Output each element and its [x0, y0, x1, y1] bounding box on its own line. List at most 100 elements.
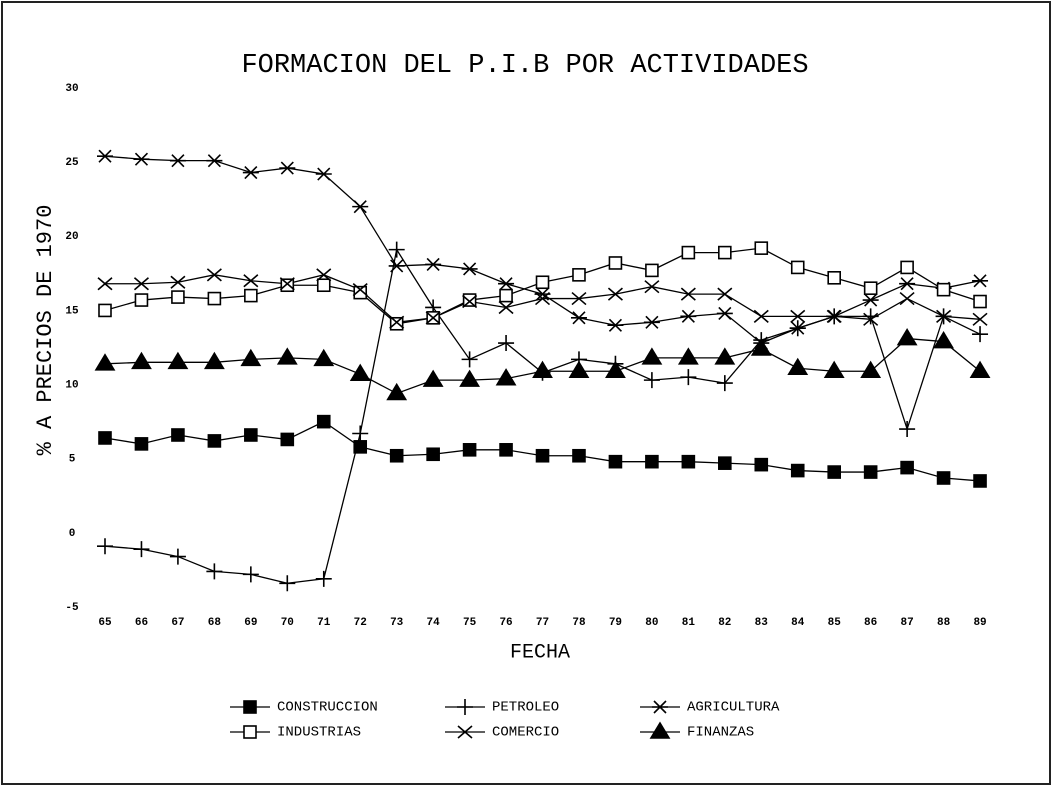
data-point: [572, 268, 586, 282]
data-point: [680, 369, 697, 386]
legend-label: INDUSTRIAS: [277, 725, 361, 741]
data-point: [279, 575, 296, 592]
x-tick-label: 82: [718, 617, 731, 629]
data-point: [933, 331, 954, 349]
x-tick-label: 74: [427, 617, 441, 629]
legend-marker: [243, 700, 257, 714]
data-point: [535, 448, 550, 463]
data-point: [754, 457, 769, 472]
data-point: [98, 431, 112, 445]
data-point: [389, 448, 404, 463]
data-point: [570, 311, 587, 325]
series-line: [104, 247, 981, 584]
legend-label: CONSTRUCCION: [277, 700, 378, 716]
data-point: [461, 262, 478, 276]
data-point: [645, 454, 659, 469]
data-point: [534, 291, 551, 306]
data-point: [462, 294, 478, 309]
data-point: [313, 348, 335, 367]
data-point: [863, 312, 879, 326]
data-point: [787, 357, 809, 376]
data-point: [643, 315, 660, 329]
x-tick-label: 68: [208, 617, 222, 629]
data-point: [425, 257, 442, 272]
data-point: [133, 277, 149, 291]
data-point: [280, 432, 295, 447]
data-point: [718, 456, 732, 470]
x-tick-label: 65: [98, 617, 112, 629]
data-point: [823, 360, 845, 379]
data-point: [716, 306, 733, 320]
data-point: [754, 241, 769, 255]
data-point: [134, 437, 149, 451]
legend-marker: [649, 721, 671, 739]
data-point: [681, 454, 696, 469]
y-tick-label: -5: [65, 602, 79, 614]
data-point: [826, 309, 842, 323]
data-point: [461, 351, 478, 368]
data-point: [641, 347, 663, 365]
y-tick-label: 10: [65, 379, 78, 391]
data-point: [643, 372, 660, 389]
data-point: [973, 294, 987, 309]
data-point: [680, 287, 696, 301]
data-point: [498, 277, 515, 291]
data-point: [353, 285, 368, 300]
data-point: [169, 154, 186, 168]
data-point: [131, 351, 152, 370]
data-point: [94, 353, 116, 371]
y-tick-label: 25: [65, 157, 79, 169]
data-point: [133, 541, 150, 558]
x-tick-label: 72: [354, 617, 367, 629]
data-point: [499, 288, 513, 303]
legend-label: AGRICULTURA: [687, 700, 780, 716]
data-point: [242, 165, 259, 180]
y-tick-label: 5: [69, 454, 76, 466]
data-point: [677, 347, 699, 365]
legend-label: PETROLEO: [492, 700, 559, 716]
data-point: [716, 375, 733, 392]
data-point: [936, 471, 951, 485]
data-point: [349, 363, 371, 381]
data-point: [717, 287, 733, 301]
x-tick-label: 75: [463, 617, 477, 629]
data-point: [426, 447, 440, 462]
data-point: [863, 281, 878, 295]
y-tick-label: 20: [65, 231, 78, 243]
data-point: [681, 245, 696, 260]
data-point: [206, 268, 222, 282]
data-point: [279, 277, 295, 291]
data-point: [279, 161, 296, 175]
data-point: [98, 303, 112, 318]
data-point: [459, 369, 481, 387]
data-point: [644, 280, 660, 294]
data-point: [680, 309, 697, 323]
y-tick-label: 15: [65, 305, 79, 317]
data-point: [134, 293, 149, 307]
data-point: [608, 256, 623, 270]
data-point: [97, 277, 113, 291]
x-tick-label: 67: [171, 617, 184, 629]
x-tick-label: 80: [645, 617, 658, 629]
x-tick-label: 83: [755, 617, 769, 629]
data-point: [900, 260, 914, 275]
data-point: [276, 347, 298, 365]
data-point: [352, 425, 369, 442]
data-point: [243, 274, 259, 288]
x-tick-label: 79: [609, 617, 622, 629]
data-point: [495, 368, 517, 386]
data-point: [789, 321, 806, 335]
data-point: [352, 200, 369, 214]
data-point: [422, 369, 444, 387]
data-point: [862, 293, 879, 307]
data-point: [714, 347, 736, 365]
data-point: [352, 283, 368, 297]
data-point: [972, 274, 989, 288]
data-point: [316, 414, 331, 429]
data-point: [862, 308, 879, 325]
data-point: [499, 443, 513, 457]
data-point: [171, 290, 185, 304]
data-point: [203, 351, 225, 370]
x-tick-label: 76: [499, 617, 512, 629]
